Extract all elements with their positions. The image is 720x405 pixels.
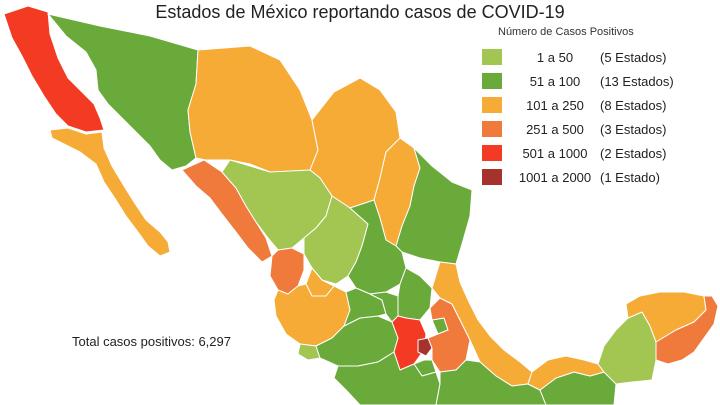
- legend-swatch: [482, 145, 502, 161]
- legend-range: 1001 a 2000: [518, 169, 592, 185]
- state-chihuahua: [187, 45, 319, 177]
- legend-swatch: [482, 121, 502, 137]
- legend-count: (5 Estados): [600, 49, 667, 65]
- legend-row: 251 a 500 (3 Estados): [470, 117, 715, 141]
- legend-swatch: [482, 97, 502, 113]
- legend-row: 51 a 100 (13 Estados): [470, 69, 715, 93]
- legend-swatch: [482, 49, 502, 65]
- legend-count: (3 Estados): [600, 121, 667, 137]
- legend-row: 501 a 1000 (2 Estados): [470, 141, 715, 165]
- total-cases-label: Total casos positivos: 6,297: [72, 334, 231, 349]
- legend-swatch: [482, 73, 502, 89]
- state-tamaulipas: [395, 147, 473, 265]
- state-oaxaca: [435, 359, 547, 405]
- state-quintana-roo: [655, 295, 719, 365]
- legend-range: 501 a 1000: [522, 145, 588, 161]
- legend-range: 251 a 500: [526, 121, 584, 137]
- legend-range: 1 a 50: [536, 49, 574, 65]
- legend-count: (13 Estados): [600, 73, 674, 89]
- state-durango: [221, 159, 333, 251]
- legend-range: 51 a 100: [529, 73, 581, 89]
- legend-row: 101 a 250 (8 Estados): [470, 93, 715, 117]
- legend-count: (8 Estados): [600, 97, 667, 113]
- state-guanajuato: [343, 287, 387, 327]
- legend-title: Número de Casos Positivos: [498, 26, 634, 38]
- legend-count: (1 Estado): [600, 169, 660, 185]
- state-guerrero: [333, 351, 441, 405]
- state-ciudad-de-mexico: [417, 337, 433, 357]
- map-title: Estados de México reportando casos de CO…: [155, 2, 565, 22]
- legend-range: 101 a 250: [526, 97, 584, 113]
- state-hidalgo: [397, 267, 433, 321]
- state-baja-california: [3, 5, 105, 133]
- state-nayarit: [269, 247, 305, 295]
- state-san-luis-potosi: [347, 199, 407, 295]
- state-colima: [297, 343, 321, 361]
- state-campeche: [597, 311, 657, 385]
- legend-row: 1001 a 2000 (1 Estado): [470, 165, 715, 189]
- legend-row: 1 a 50 (5 Estados): [470, 45, 715, 69]
- legend-count: (2 Estados): [600, 145, 667, 161]
- legend: Número de Casos Positivos 1 a 50 (5 Esta…: [470, 26, 715, 189]
- state-baja-california-sur: [49, 127, 171, 257]
- legend-swatch: [482, 169, 502, 185]
